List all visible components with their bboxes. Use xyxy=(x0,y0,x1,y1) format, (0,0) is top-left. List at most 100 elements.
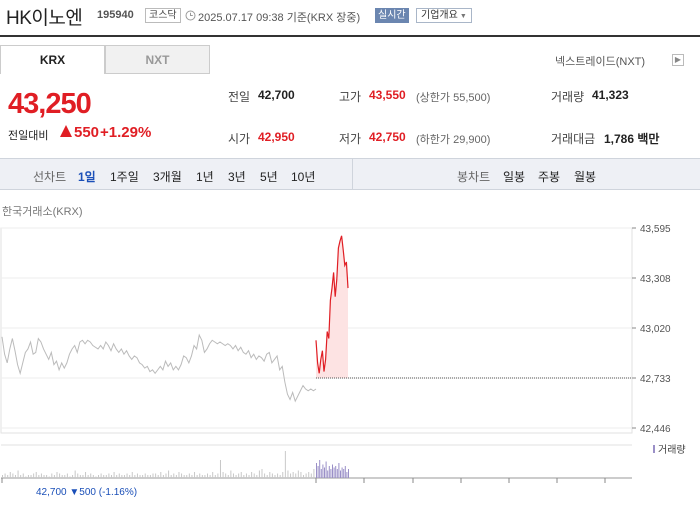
nextrade-link[interactable]: 넥스트레이드(NXT) xyxy=(555,56,646,68)
volume-bar xyxy=(33,473,35,478)
candle-weekly[interactable]: 주봉 xyxy=(538,170,561,184)
price-chart: 43,595 43,308 43,020 42,733 42,446 거래량 07/16… xyxy=(0,224,686,483)
volume-bar xyxy=(248,475,250,478)
volume-bar xyxy=(134,475,136,478)
volume-bar xyxy=(207,473,209,478)
volume-bar xyxy=(110,475,112,478)
volume-bar xyxy=(336,469,338,478)
volume-bar xyxy=(300,472,302,478)
volume-bar xyxy=(297,470,299,478)
prev-close-value: 42,700 xyxy=(258,88,295,102)
volume-bar xyxy=(322,464,324,478)
volume-bar xyxy=(168,470,170,478)
volume-bar xyxy=(269,472,271,478)
volume-bar xyxy=(56,472,58,478)
volume-bar xyxy=(22,473,24,478)
volume-bar xyxy=(85,472,87,478)
volume-bar xyxy=(316,463,317,478)
tab-krx[interactable]: KRX xyxy=(0,45,105,74)
volume-bar xyxy=(152,473,154,478)
y-tick-label: 42,733 xyxy=(640,374,671,385)
volume-legend: 거래량 xyxy=(658,444,686,456)
volume-bar xyxy=(328,466,330,478)
period-3y[interactable]: 3년 xyxy=(228,170,246,184)
volume-bar xyxy=(20,475,22,478)
volume-bar xyxy=(310,473,312,478)
realtime-badge: 실시간 xyxy=(375,8,409,23)
volume-bar xyxy=(40,473,42,478)
period-1w[interactable]: 1주일 xyxy=(110,170,139,184)
volume-bar xyxy=(118,473,120,478)
low-value: 42,750 xyxy=(369,130,406,144)
volume-bar xyxy=(53,475,55,478)
lower-limit: (하한가 29,900) xyxy=(416,134,491,146)
volume-bar xyxy=(38,475,40,478)
y-tick-label: 43,308 xyxy=(640,274,671,285)
volume-bar xyxy=(2,475,3,478)
header-divider xyxy=(0,35,700,37)
volume-value: 41,323 xyxy=(592,88,629,102)
volume-bar xyxy=(343,469,345,478)
volume-bar xyxy=(320,469,322,478)
volume-bar xyxy=(346,472,348,478)
change-percent: +1.29% xyxy=(100,124,152,141)
volume-bar xyxy=(25,476,27,478)
company-overview-button[interactable]: 기업개요 ▼ xyxy=(416,8,472,23)
open-label: 시가 xyxy=(228,132,251,146)
change-value: 550 xyxy=(74,124,100,141)
volume-bar xyxy=(12,473,14,478)
volume-bar xyxy=(230,470,232,478)
volume-bar xyxy=(256,475,258,478)
volume-bar xyxy=(217,473,219,478)
volume-bar xyxy=(264,473,266,478)
volume-bar xyxy=(123,475,125,478)
volume-bar xyxy=(290,473,292,478)
volume-bar xyxy=(222,472,224,478)
period-1y[interactable]: 1년 xyxy=(196,170,214,184)
candle-daily[interactable]: 일봉 xyxy=(503,170,526,184)
period-10y[interactable]: 10년 xyxy=(291,170,316,184)
volume-bar xyxy=(194,472,196,478)
volume-bar xyxy=(325,461,327,478)
previous-day-price-line xyxy=(1,333,317,403)
volume-bar xyxy=(4,473,6,478)
volume-bar xyxy=(327,470,329,478)
volume-bar xyxy=(121,475,123,478)
volume-bar xyxy=(319,460,321,478)
volume-label: 거래량 xyxy=(551,90,585,104)
volume-bar xyxy=(95,476,97,478)
volume-bar xyxy=(64,475,66,478)
candle-monthly[interactable]: 월봉 xyxy=(574,170,597,184)
chevron-right-icon[interactable]: ▶ xyxy=(672,54,684,66)
high-value: 43,550 xyxy=(369,88,406,102)
volume-bar xyxy=(87,475,89,478)
volume-legend-swatch xyxy=(653,445,655,453)
volume-bar xyxy=(82,475,84,478)
volume-bar xyxy=(183,475,185,478)
volume-bar xyxy=(287,470,289,478)
volume-bar xyxy=(212,472,214,478)
volume-bar xyxy=(7,475,9,478)
volume-bar xyxy=(69,476,71,478)
volume-bar xyxy=(341,467,343,478)
chevron-down-icon: ▼ xyxy=(459,13,467,20)
volume-bar xyxy=(274,475,276,478)
tab-nxt[interactable]: NXT xyxy=(105,45,210,74)
period-5y[interactable]: 5년 xyxy=(260,170,278,184)
period-1d[interactable]: 1일 xyxy=(78,170,96,184)
volume-bar xyxy=(129,475,131,478)
prev-day-price: 42,700 xyxy=(36,487,67,498)
volume-bar xyxy=(59,473,61,478)
volume-bar xyxy=(258,470,260,478)
x-axis: 07/1607/1710:0011:0012:0013:0014:0015:00 xyxy=(1,478,606,483)
volume-bar xyxy=(279,475,281,478)
change-label: 전일대비 xyxy=(8,130,49,142)
volume-bar xyxy=(330,469,332,478)
volume-bar xyxy=(126,473,128,478)
volume-bar xyxy=(165,473,167,478)
volume-bar xyxy=(238,473,240,478)
volume-bar xyxy=(155,473,157,478)
volume-bar xyxy=(131,472,133,478)
volume-bar xyxy=(338,463,340,478)
period-3m[interactable]: 3개월 xyxy=(153,170,182,184)
